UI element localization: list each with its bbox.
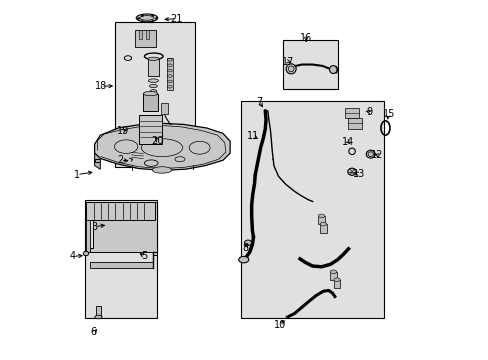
Bar xyxy=(283,40,338,89)
Bar xyxy=(333,280,340,288)
Bar xyxy=(145,30,149,40)
Ellipse shape xyxy=(95,315,102,319)
Text: 15: 15 xyxy=(382,109,394,119)
Text: 21: 21 xyxy=(170,14,182,24)
Ellipse shape xyxy=(149,85,157,87)
Bar xyxy=(96,306,101,317)
Polygon shape xyxy=(89,262,153,268)
Polygon shape xyxy=(89,202,156,255)
Bar xyxy=(143,94,158,111)
Text: 3: 3 xyxy=(91,222,98,231)
Bar xyxy=(318,216,324,225)
Text: 8: 8 xyxy=(242,243,248,253)
Bar xyxy=(86,202,155,220)
Text: 6: 6 xyxy=(91,327,97,337)
Ellipse shape xyxy=(333,278,340,282)
Text: 17: 17 xyxy=(282,57,294,67)
Bar xyxy=(115,22,195,167)
Text: 1: 1 xyxy=(74,170,80,180)
Ellipse shape xyxy=(143,91,158,96)
Text: 11: 11 xyxy=(247,131,259,141)
Text: 2: 2 xyxy=(118,155,123,165)
Bar xyxy=(85,200,156,318)
Ellipse shape xyxy=(347,168,356,175)
Bar xyxy=(139,30,142,40)
Text: 9: 9 xyxy=(366,107,371,117)
Text: 19: 19 xyxy=(117,126,129,136)
Ellipse shape xyxy=(238,256,248,263)
Bar xyxy=(345,108,358,118)
Bar xyxy=(347,118,362,129)
Polygon shape xyxy=(86,220,89,252)
Ellipse shape xyxy=(244,240,251,246)
Bar xyxy=(320,224,326,233)
Ellipse shape xyxy=(136,14,158,22)
Polygon shape xyxy=(94,153,100,169)
Text: 14: 14 xyxy=(341,137,353,147)
Text: 12: 12 xyxy=(370,150,383,160)
Text: 13: 13 xyxy=(352,169,365,179)
Bar xyxy=(139,116,162,144)
Text: 16: 16 xyxy=(300,33,312,43)
Ellipse shape xyxy=(318,214,324,218)
Ellipse shape xyxy=(329,270,336,274)
Text: 5: 5 xyxy=(142,251,148,261)
Bar xyxy=(329,272,336,280)
Text: 20: 20 xyxy=(151,136,163,145)
Text: 10: 10 xyxy=(273,320,285,330)
Ellipse shape xyxy=(285,64,296,74)
Ellipse shape xyxy=(148,79,158,82)
Ellipse shape xyxy=(329,66,337,73)
Text: 4: 4 xyxy=(70,251,76,261)
Bar xyxy=(147,59,159,76)
Ellipse shape xyxy=(83,251,88,256)
Ellipse shape xyxy=(150,90,156,93)
Text: 7: 7 xyxy=(256,97,262,107)
Bar xyxy=(241,101,384,318)
Bar xyxy=(167,58,172,90)
Bar xyxy=(135,30,156,47)
Text: 18: 18 xyxy=(95,81,107,91)
Ellipse shape xyxy=(147,57,159,60)
Ellipse shape xyxy=(320,222,326,226)
Bar xyxy=(161,103,167,114)
Polygon shape xyxy=(94,123,230,170)
Ellipse shape xyxy=(152,167,171,173)
Ellipse shape xyxy=(366,150,374,158)
